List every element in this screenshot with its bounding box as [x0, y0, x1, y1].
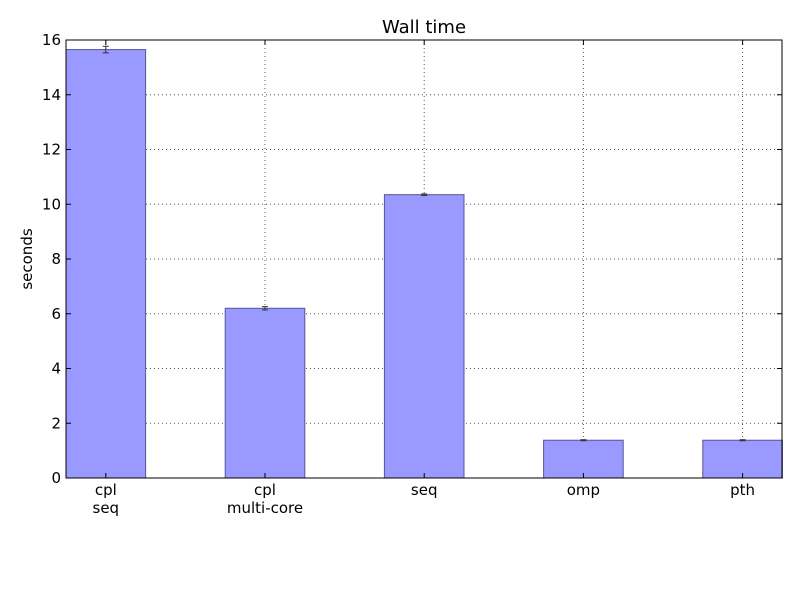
x-tick-label: omp	[567, 481, 600, 499]
y-tick-label: 6	[51, 305, 61, 323]
y-tick-label: 10	[42, 195, 61, 213]
y-tick-label: 12	[42, 141, 61, 159]
y-tick-label: 16	[42, 31, 61, 49]
error-bars	[102, 45, 746, 442]
y-tick-label: 14	[42, 86, 61, 104]
y-axis-label: seconds	[18, 228, 36, 289]
x-tick-label: multi-core	[227, 499, 303, 517]
bar	[65, 49, 147, 479]
y-tick-label: 0	[51, 469, 61, 487]
x-tick-label: seq	[93, 499, 120, 517]
x-tick-label: cpl	[254, 481, 276, 499]
plot-frame	[65, 39, 783, 479]
x-tick-label: seq	[411, 481, 438, 499]
bar	[224, 307, 306, 479]
chart-title: Wall time	[382, 17, 466, 38]
y-tick-label: 8	[51, 250, 61, 268]
bar	[383, 194, 465, 479]
bar	[702, 439, 783, 479]
y-tick-label: 4	[51, 360, 61, 378]
x-tick-label: pth	[730, 481, 755, 499]
x-tick-label: cpl	[95, 481, 117, 499]
y-tick-label: 2	[51, 414, 61, 432]
bar	[543, 439, 624, 479]
